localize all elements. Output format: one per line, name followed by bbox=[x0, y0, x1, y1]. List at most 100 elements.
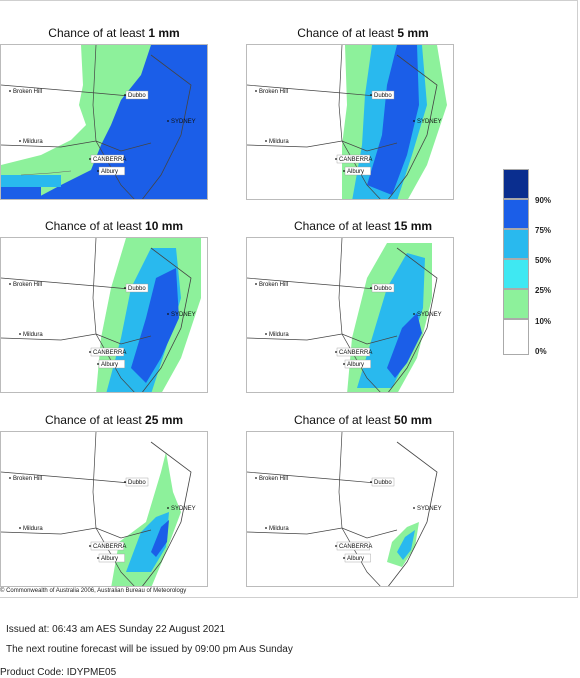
place-dot bbox=[9, 477, 11, 479]
place-label-canberra: CANBERRA bbox=[339, 157, 372, 163]
place-label-dubbo: Dubbo bbox=[374, 286, 392, 292]
place-dot bbox=[167, 313, 169, 315]
place-label-sydney: SYDNEY bbox=[417, 312, 442, 318]
place-dot bbox=[370, 94, 372, 96]
legend-swatch-90 bbox=[503, 169, 529, 199]
panel-title: Chance of at least 50 mm bbox=[293, 413, 433, 427]
place-label-dubbo: Dubbo bbox=[128, 480, 146, 486]
place-dot bbox=[413, 507, 415, 509]
map-5mm: Broken Hill Dubbo SYDNEY Mildura CANBERRA Alb… bbox=[246, 44, 454, 200]
legend-swatch-50 bbox=[503, 229, 529, 259]
map-15mm: Broken Hill Dubbo SYDNEY Mildura CANBERRA Alb… bbox=[246, 237, 454, 393]
panel-10mm: Chance of at least 10 mm Broken Hill Dubb… bbox=[0, 217, 234, 393]
place-dot bbox=[19, 527, 21, 529]
copyright-notice: © Commonwealth of Australia 2006, Austra… bbox=[0, 588, 187, 594]
place-dot bbox=[265, 527, 267, 529]
place-label-sydney: SYDNEY bbox=[417, 119, 442, 125]
legend-label-50: 50% bbox=[535, 256, 552, 265]
panel-title: Chance of at least 5 mm bbox=[297, 26, 429, 40]
place-label-dubbo: Dubbo bbox=[374, 480, 392, 486]
place-label-canberra: CANBERRA bbox=[93, 350, 126, 356]
place-dot bbox=[19, 333, 21, 335]
place-dot bbox=[413, 120, 415, 122]
legend-swatch-75 bbox=[503, 199, 529, 229]
place-dot bbox=[124, 94, 126, 96]
place-dot bbox=[255, 90, 257, 92]
place-label-mildura: Mildura bbox=[269, 332, 289, 338]
place-label-albury: Albury bbox=[101, 362, 118, 368]
place-dot bbox=[97, 170, 99, 172]
place-label-albury: Albury bbox=[347, 362, 364, 368]
place-label-canberra: CANBERRA bbox=[93, 544, 126, 550]
forecast-frame bbox=[0, 0, 578, 598]
place-label-broken-hill: Broken Hill bbox=[259, 89, 288, 95]
panel-5mm: Chance of at least 5 mm Broken Hill Dubbo… bbox=[246, 24, 480, 200]
place-label-broken-hill: Broken Hill bbox=[13, 89, 42, 95]
place-label-albury: Albury bbox=[101, 556, 118, 562]
map-50mm: Broken Hill Dubbo SYDNEY Mildura CANBERRA Alb… bbox=[246, 431, 454, 587]
place-label-albury: Albury bbox=[101, 169, 118, 175]
legend-swatch-0 bbox=[503, 319, 529, 355]
legend-label-0: 0% bbox=[535, 347, 547, 356]
panel-title: Chance of at least 15 mm bbox=[293, 219, 433, 233]
place-dot bbox=[343, 170, 345, 172]
place-label-dubbo: Dubbo bbox=[128, 286, 146, 292]
legend-label-90: 90% bbox=[535, 196, 552, 205]
place-dot bbox=[97, 363, 99, 365]
product-code: Product Code: IDYPME05 bbox=[0, 667, 117, 678]
place-dot bbox=[89, 545, 91, 547]
place-dot bbox=[167, 120, 169, 122]
place-label-sydney: SYDNEY bbox=[171, 506, 196, 512]
place-dot bbox=[335, 158, 337, 160]
legend-label-25: 25% bbox=[535, 286, 552, 295]
map-25mm: Broken Hill Dubbo SYDNEY Mildura CANBERRA Alb… bbox=[0, 431, 208, 587]
place-dot bbox=[124, 287, 126, 289]
panel-title: Chance of at least 25 mm bbox=[44, 413, 184, 427]
panel-title: Chance of at least 1 mm bbox=[48, 26, 180, 40]
place-label-albury: Albury bbox=[347, 556, 364, 562]
map-10mm: Broken Hill Dubbo SYDNEY Mildura CANBERRA Alb… bbox=[0, 237, 208, 393]
next-forecast: The next routine forecast will be issued… bbox=[6, 644, 293, 655]
place-dot bbox=[9, 90, 11, 92]
place-dot bbox=[9, 283, 11, 285]
place-label-canberra: CANBERRA bbox=[339, 544, 372, 550]
panel-title: Chance of at least 10 mm bbox=[44, 219, 184, 233]
panel-50mm: Chance of at least 50 mm Broken Hill Dubb… bbox=[246, 411, 480, 587]
panel-15mm: Chance of at least 15 mm Broken Hill Dubb… bbox=[246, 217, 480, 393]
place-label-mildura: Mildura bbox=[269, 526, 289, 532]
legend-label-10: 10% bbox=[535, 317, 552, 326]
place-label-broken-hill: Broken Hill bbox=[13, 476, 42, 482]
place-label-sydney: SYDNEY bbox=[171, 312, 196, 318]
place-dot bbox=[97, 557, 99, 559]
place-dot bbox=[370, 287, 372, 289]
place-dot bbox=[413, 313, 415, 315]
place-label-sydney: SYDNEY bbox=[417, 506, 442, 512]
place-dot bbox=[255, 283, 257, 285]
place-label-canberra: CANBERRA bbox=[93, 157, 126, 163]
place-label-broken-hill: Broken Hill bbox=[259, 282, 288, 288]
place-dot bbox=[343, 557, 345, 559]
place-label-mildura: Mildura bbox=[23, 332, 43, 338]
place-dot bbox=[265, 333, 267, 335]
issued-time: Issued at: 06:43 am AES Sunday 22 August… bbox=[6, 624, 226, 635]
place-dot bbox=[167, 507, 169, 509]
place-label-albury: Albury bbox=[347, 169, 364, 175]
map-1mm: Broken Hill Dubbo SYDNEY Mildura CANBERRA Alb… bbox=[0, 44, 208, 200]
place-dot bbox=[89, 158, 91, 160]
place-label-broken-hill: Broken Hill bbox=[259, 476, 288, 482]
legend-label-75: 75% bbox=[535, 226, 552, 235]
place-dot bbox=[19, 140, 21, 142]
panel-25mm: Chance of at least 25 mm Broken Hill Dubb… bbox=[0, 411, 234, 587]
place-label-dubbo: Dubbo bbox=[374, 93, 392, 99]
legend-swatch-10 bbox=[503, 289, 529, 319]
place-label-mildura: Mildura bbox=[269, 139, 289, 145]
place-dot bbox=[335, 545, 337, 547]
place-dot bbox=[370, 481, 372, 483]
place-dot bbox=[265, 140, 267, 142]
place-label-broken-hill: Broken Hill bbox=[13, 282, 42, 288]
place-dot bbox=[124, 481, 126, 483]
panel-1mm: Chance of at least 1 mm Broken Hill Dubbo… bbox=[0, 24, 234, 200]
place-dot bbox=[255, 477, 257, 479]
place-dot bbox=[335, 351, 337, 353]
place-dot bbox=[89, 351, 91, 353]
